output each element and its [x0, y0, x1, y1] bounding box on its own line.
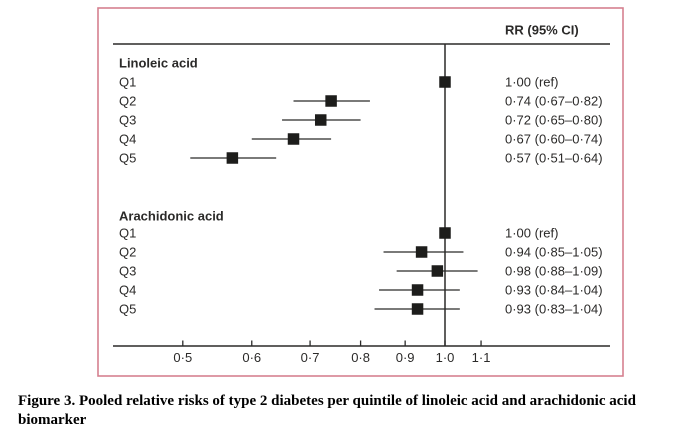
rr-marker: [431, 265, 444, 277]
axis-tick-label: 1·0: [436, 350, 455, 365]
rr-marker: [439, 227, 451, 239]
rr-value: 0·74 (0·67–0·82): [505, 94, 603, 109]
axis-tick-label: 0·5: [173, 350, 192, 365]
rr-marker: [325, 95, 337, 107]
row-label: Q5: [119, 302, 136, 317]
row-label: Q4: [119, 283, 136, 298]
group-label: Arachidonic acid: [119, 209, 224, 224]
rr-marker: [411, 303, 424, 315]
row-label: Q3: [119, 264, 136, 279]
rr-marker: [226, 152, 239, 164]
column-header-rr: RR (95% CI): [505, 23, 579, 38]
row-label: Q2: [119, 245, 136, 260]
rr-value: 0·57 (0·51–0·64): [505, 151, 603, 166]
axis-tick-label: 0·6: [242, 350, 261, 365]
rr-value: 0·98 (0·88–1·09): [505, 264, 603, 279]
figure-border: [97, 7, 624, 377]
forest-plot-canvas: RR (95% CI) 0·5 0·6 0·7 0·8 0·9 1·0 1·1 Linoleic…: [97, 7, 624, 377]
rr-value: 0·72 (0·65–0·80): [505, 113, 603, 128]
rr-value: 0·94 (0·85–1·05): [505, 245, 603, 260]
axis-tick-label: 0·7: [301, 350, 320, 365]
rr-value: 1·00 (ref): [505, 75, 558, 90]
axis-tick-label: 1·1: [472, 350, 491, 365]
rr-marker: [415, 246, 428, 258]
rr-value: 0·93 (0·83–1·04): [505, 302, 603, 317]
row-label: Q5: [119, 151, 136, 166]
rr-marker: [314, 114, 327, 126]
row-label: Q4: [119, 132, 136, 147]
row-label: Q3: [119, 113, 136, 128]
axis-tick-label: 0·8: [351, 350, 370, 365]
figure-caption: Figure 3. Pooled relative risks of type …: [18, 393, 636, 428]
group-label: Linoleic acid: [119, 56, 198, 71]
rr-marker: [287, 133, 300, 145]
rr-value: 0·93 (0·84–1·04): [505, 283, 603, 298]
axis-tick-label: 0·9: [396, 350, 415, 365]
rr-value: 1·00 (ref): [505, 226, 558, 241]
row-label: Q2: [119, 94, 136, 109]
row-label: Q1: [119, 75, 136, 90]
rr-marker: [411, 284, 424, 296]
rr-value: 0·67 (0·60–0·74): [505, 132, 603, 147]
row-label: Q1: [119, 226, 136, 241]
rr-marker: [439, 76, 451, 88]
